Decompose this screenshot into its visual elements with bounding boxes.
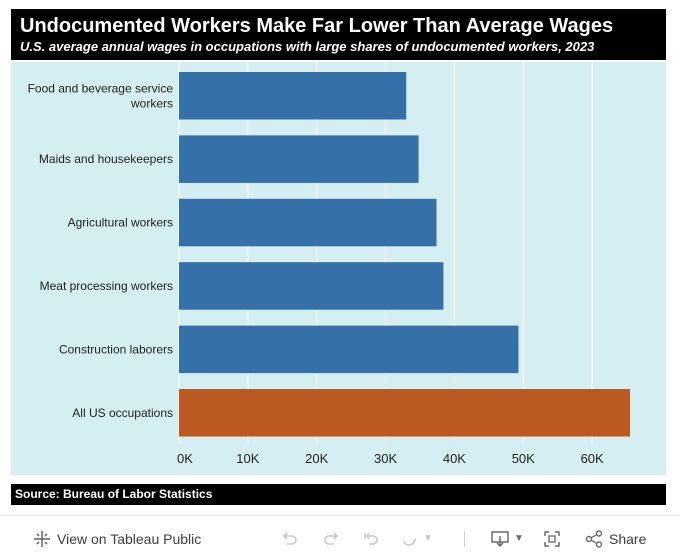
refresh-dropdown-chevron-icon: ▼ [423, 533, 433, 544]
bar-meat-processing-workers[interactable] [179, 262, 444, 310]
category-label: Food and beverage service workers [28, 81, 174, 110]
toolbar-divider [464, 531, 465, 547]
download-button[interactable]: ▼ [490, 516, 524, 560]
fullscreen-icon [544, 530, 560, 547]
revert-button[interactable] [362, 516, 380, 560]
refresh-icon [403, 537, 417, 546]
chart-subtitle: U.S. average annual wages in occupations… [20, 39, 595, 54]
x-tick-label: 50K [512, 451, 535, 466]
download-icon [491, 530, 509, 547]
x-tick-label: 60K [581, 451, 604, 466]
tableau-toolbar: View on Tableau Public ▼ ▼ [0, 515, 680, 560]
view-on-tableau-public-button[interactable]: View on Tableau Public [33, 516, 201, 560]
share-label: Share [609, 530, 647, 547]
category-label: All US occupations [72, 406, 173, 420]
bar-chart: Food and beverage service workers Maids an… [28, 62, 631, 466]
chart-title: Undocumented Workers Make Far Lower Than… [20, 15, 614, 37]
x-tick-label: 30K [374, 451, 397, 466]
title-bar: Undocumented Workers Make Far Lower Than… [11, 9, 666, 60]
bar-agricultural-workers[interactable] [179, 198, 437, 247]
category-label: Construction laborers [59, 342, 173, 356]
bar-all-us-occupations[interactable] [179, 389, 631, 437]
x-tick-label: 10K [236, 451, 259, 466]
bar-maids-and-housekeepers[interactable] [179, 135, 419, 183]
redo-icon [324, 531, 339, 545]
category-label: Maids and housekeepers [39, 152, 173, 166]
bar-construction-laborers[interactable] [179, 325, 519, 374]
tableau-logo-icon [34, 530, 50, 547]
x-tick-label: 20K [305, 451, 328, 466]
share-button[interactable]: Share [585, 516, 646, 560]
fullscreen-button[interactable] [543, 516, 561, 560]
download-dropdown-chevron-icon: ▼ [514, 533, 524, 544]
x-tick-label: 0K [177, 451, 193, 466]
bar-food-and-beverage-service-workers[interactable] [179, 72, 407, 120]
category-label: Meat processing workers [40, 279, 173, 293]
refresh-button[interactable]: ▼ [401, 516, 433, 560]
undo-icon [282, 531, 297, 545]
redo-button[interactable] [322, 516, 340, 560]
category-label: Agricultural workers [68, 216, 173, 230]
undo-button[interactable] [281, 516, 299, 560]
share-icon [585, 529, 603, 548]
source-bar: Source: Bureau of Labor Statistics [11, 484, 666, 505]
view-on-tableau-public-label: View on Tableau Public [57, 530, 202, 547]
revert-icon [364, 532, 378, 545]
x-tick-label: 40K [443, 451, 466, 466]
chart-area: Food and beverage service workers Maids an… [11, 62, 666, 475]
